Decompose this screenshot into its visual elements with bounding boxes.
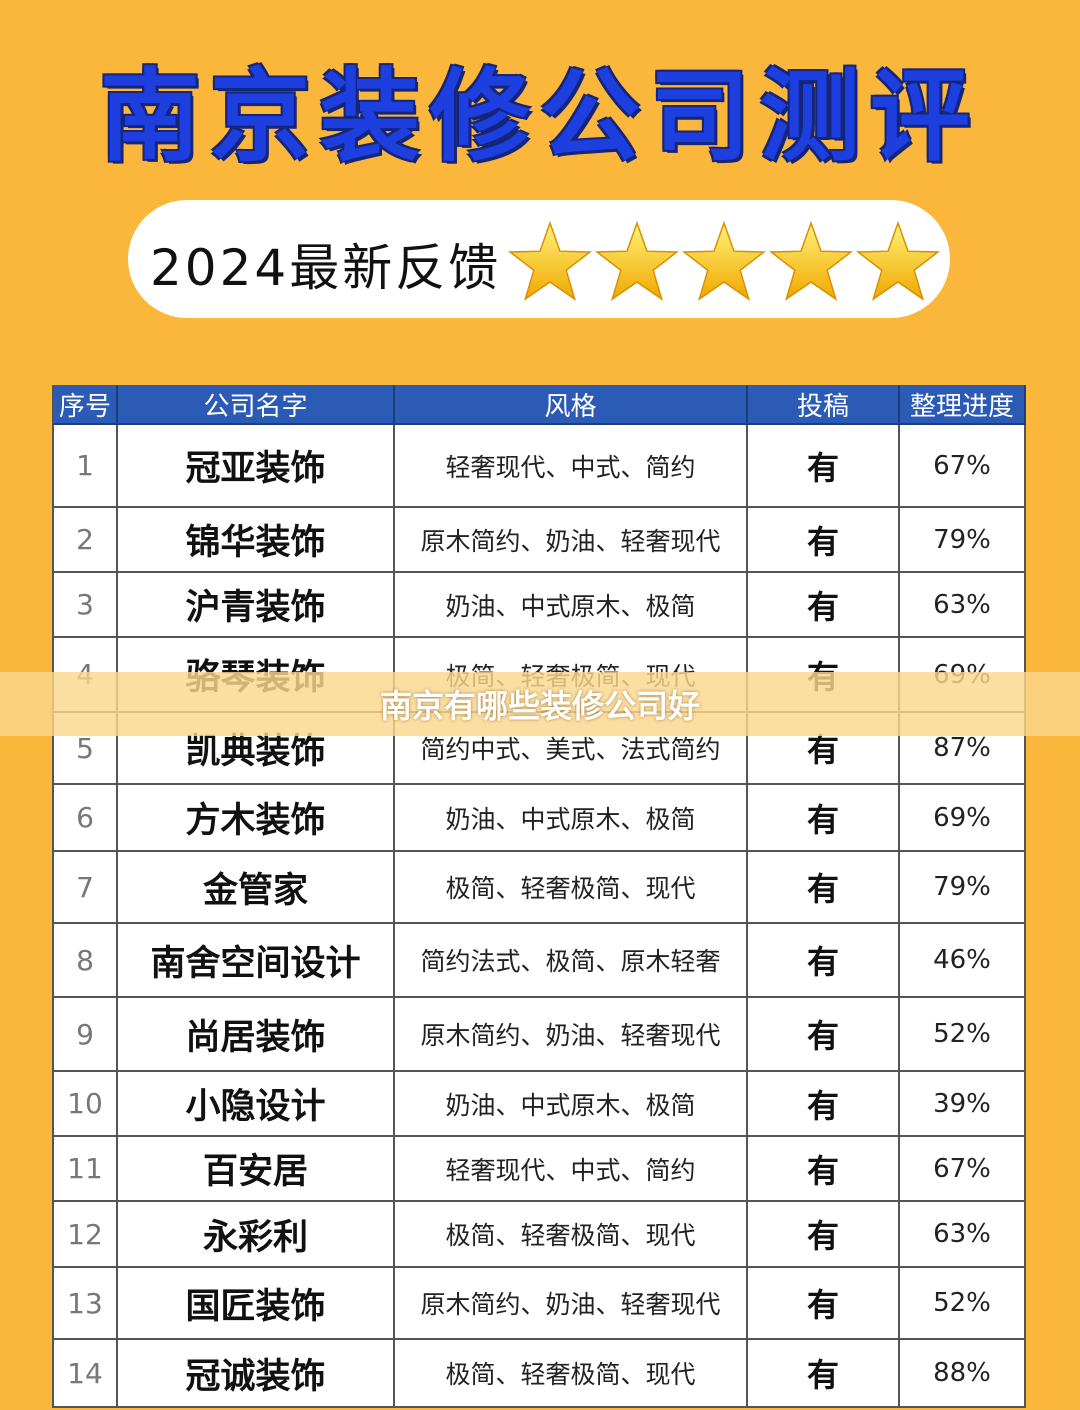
table-cell: 5 — [52, 713, 118, 785]
table-cell: 11 — [52, 1137, 118, 1202]
table-cell: 尚居装饰 — [118, 998, 395, 1072]
stars — [507, 220, 941, 301]
table-cell: 有 — [748, 573, 900, 638]
table-cell: 国匠装饰 — [118, 1268, 395, 1340]
table-cell: 原木简约、奶油、轻奢现代 — [395, 1268, 748, 1340]
table-cell: 冠亚装饰 — [118, 425, 395, 508]
table-cell: 39% — [900, 1072, 1026, 1137]
header-cell: 序号 — [52, 385, 118, 425]
table-cell: 79% — [900, 852, 1026, 924]
table-cell: 轻奢现代、中式、简约 — [395, 1137, 748, 1202]
table-cell: 简约中式、美式、法式简约 — [395, 713, 748, 785]
table-cell: 原木简约、奶油、轻奢现代 — [395, 508, 748, 573]
table-cell: 6 — [52, 785, 118, 852]
table-cell: 79% — [900, 508, 1026, 573]
table-cell: 12 — [52, 1202, 118, 1268]
table-cell: 13 — [52, 1268, 118, 1340]
table-cell: 方木装饰 — [118, 785, 395, 852]
table-cell: 14 — [52, 1340, 118, 1408]
table-cell: 凯典装饰 — [118, 713, 395, 785]
table-cell: 有 — [748, 1202, 900, 1268]
table-cell: 有 — [748, 1137, 900, 1202]
table-cell: 奶油、中式原木、极简 — [395, 573, 748, 638]
table-cell: 2 — [52, 508, 118, 573]
table-cell: 有 — [748, 1268, 900, 1340]
table-cell: 永彩利 — [118, 1202, 395, 1268]
table-cell: 沪青装饰 — [118, 573, 395, 638]
table-cell: 金管家 — [118, 852, 395, 924]
table-cell: 46% — [900, 924, 1026, 998]
table-cell: 67% — [900, 1137, 1026, 1202]
table-cell: 有 — [748, 785, 900, 852]
table-cell: 52% — [900, 1268, 1026, 1340]
table-cell: 百安居 — [118, 1137, 395, 1202]
table-cell: 奶油、中式原木、极简 — [395, 785, 748, 852]
header-cell: 风格 — [395, 385, 748, 425]
table-cell: 10 — [52, 1072, 118, 1137]
table-cell: 1 — [52, 425, 118, 508]
table-cell: 有 — [748, 998, 900, 1072]
table-cell: 88% — [900, 1340, 1026, 1408]
star — [768, 220, 854, 301]
table-cell: 极简、轻奢极简、现代 — [395, 1202, 748, 1268]
header-cell: 公司名字 — [118, 385, 395, 425]
table-cell: 8 — [52, 924, 118, 998]
header-cell: 整理进度 — [900, 385, 1026, 425]
overlay-caption: 南京有哪些装修公司好 — [0, 672, 1080, 736]
subtitle: 2024最新反馈 — [150, 239, 502, 297]
table-cell: 87% — [900, 713, 1026, 785]
table-cell: 极简、轻奢极简、现代 — [395, 1340, 748, 1408]
table-cell: 有 — [748, 508, 900, 573]
table-cell: 9 — [52, 998, 118, 1072]
table-cell: 原木简约、奶油、轻奢现代 — [395, 998, 748, 1072]
table-cell: 有 — [748, 852, 900, 924]
table-cell: 有 — [748, 713, 900, 785]
table-cell: 冠诚装饰 — [118, 1340, 395, 1408]
table-cell: 63% — [900, 1202, 1026, 1268]
table-cell: 有 — [748, 1340, 900, 1408]
table-cell: 63% — [900, 573, 1026, 638]
table-cell: 52% — [900, 998, 1026, 1072]
table-cell: 67% — [900, 425, 1026, 508]
table-cell: 有 — [748, 924, 900, 998]
table-cell: 有 — [748, 425, 900, 508]
table-cell: 南舍空间设计 — [118, 924, 395, 998]
table-cell: 简约法式、极简、原木轻奢 — [395, 924, 748, 998]
table-cell: 3 — [52, 573, 118, 638]
table-cell: 轻奢现代、中式、简约 — [395, 425, 748, 508]
table-cell: 有 — [748, 1072, 900, 1137]
star — [594, 220, 680, 301]
table-cell: 小隐设计 — [118, 1072, 395, 1137]
star — [507, 220, 593, 301]
table-cell: 奶油、中式原木、极简 — [395, 1072, 748, 1137]
table: 序号 公司名字 风格 投稿 整理进度 1 冠亚装饰 轻奢现代、中式、简约有 67% 2 锦华装饰 原木… — [52, 385, 1026, 1408]
table-cell: 锦华装饰 — [118, 508, 395, 573]
header-cell: 投稿 — [748, 385, 900, 425]
table-cell: 7 — [52, 852, 118, 924]
star — [855, 220, 941, 301]
star — [681, 220, 767, 301]
title: 南京装修公司测评 — [100, 58, 980, 175]
table-cell: 69% — [900, 785, 1026, 852]
table-cell: 极简、轻奢极简、现代 — [395, 852, 748, 924]
